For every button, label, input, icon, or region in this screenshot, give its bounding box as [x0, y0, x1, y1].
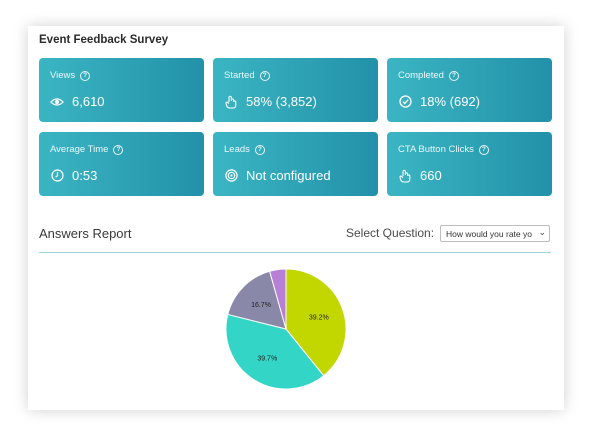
- eye-icon: [50, 95, 64, 109]
- question-select[interactable]: How would you rate yo ⌄: [440, 225, 550, 242]
- help-icon[interactable]: ?: [448, 70, 459, 81]
- clock-icon: [50, 169, 64, 183]
- check-circle-icon: [398, 95, 412, 109]
- survey-panel: Event Feedback Survey Views ? 6,610 Star…: [28, 26, 564, 410]
- hand-icon: [398, 169, 412, 183]
- pie-slice[interactable]: [227, 270, 287, 330]
- pie-slice-label: 39.7%: [257, 355, 277, 362]
- pie-svg: 39.2% 39.7% 16.7%: [225, 268, 347, 390]
- leads-label: Leads: [224, 144, 250, 155]
- chevron-down-icon: ⌄: [536, 227, 546, 238]
- average-time-card: Average Time ? 0:53: [39, 132, 204, 196]
- completed-value: 18% (692): [420, 94, 480, 109]
- views-value: 6,610: [72, 94, 105, 109]
- pie-slice-label: 39.2%: [309, 314, 329, 321]
- select-question-label: Select Question:: [346, 226, 435, 240]
- pie-slice[interactable]: [269, 268, 287, 330]
- help-icon[interactable]: ?: [113, 144, 124, 155]
- pie-slice[interactable]: [225, 313, 325, 390]
- hand-icon: [224, 95, 238, 109]
- target-icon: [224, 169, 238, 183]
- leads-card: Leads ? Not configured: [213, 132, 378, 196]
- average-time-value: 0:53: [72, 168, 98, 183]
- cta-clicks-value: 660: [420, 168, 442, 183]
- help-icon[interactable]: ?: [478, 144, 489, 155]
- views-label: Views: [50, 70, 76, 81]
- completed-card: Completed ? 18% (692): [387, 58, 552, 122]
- average-time-label: Average Time: [50, 144, 109, 155]
- started-card: Started ? 58% (3,852): [213, 58, 378, 122]
- help-icon[interactable]: ?: [254, 144, 265, 155]
- completed-label: Completed: [398, 70, 444, 81]
- answers-pie-chart: 39.2% 39.7% 16.7%: [225, 268, 366, 409]
- views-card: Views ? 6,610: [39, 58, 204, 122]
- page-title: Event Feedback Survey: [39, 34, 169, 46]
- answers-report-title: Answers Report: [39, 226, 132, 241]
- cta-clicks-card: CTA Button Clicks ? 660: [387, 132, 552, 196]
- divider: [39, 252, 551, 253]
- pie-slice-label: 16.7%: [251, 302, 271, 309]
- leads-value: Not configured: [246, 168, 331, 183]
- question-select-value: How would you rate yo: [446, 229, 532, 239]
- help-icon[interactable]: ?: [80, 70, 91, 81]
- cta-clicks-label: CTA Button Clicks: [398, 144, 474, 155]
- started-value: 58% (3,852): [246, 94, 317, 109]
- started-label: Started: [224, 70, 255, 81]
- help-icon[interactable]: ?: [259, 70, 270, 81]
- pie-slice[interactable]: [285, 268, 347, 377]
